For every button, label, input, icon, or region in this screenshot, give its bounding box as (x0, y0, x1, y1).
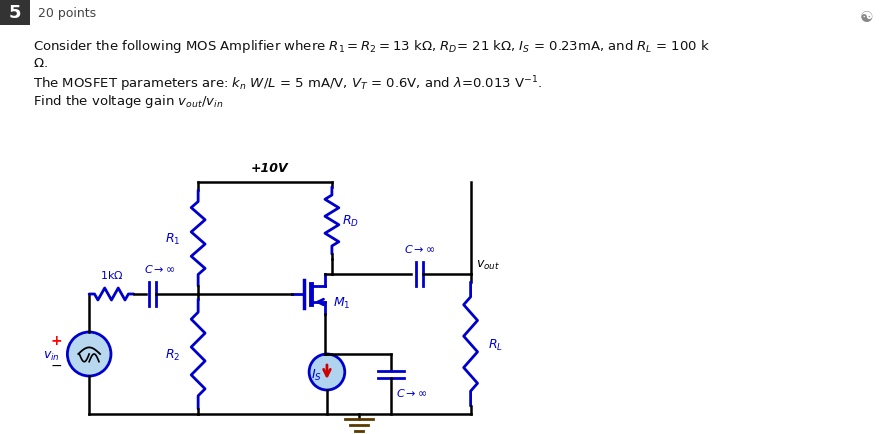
Text: $v_{out}$: $v_{out}$ (476, 258, 500, 271)
Text: $C \rightarrow \infty$: $C \rightarrow \infty$ (143, 263, 175, 274)
Text: $R_L$: $R_L$ (488, 337, 504, 352)
Text: $C \rightarrow \infty$: $C \rightarrow \infty$ (404, 243, 435, 254)
Text: 1k$\Omega$: 1k$\Omega$ (99, 268, 124, 280)
Circle shape (67, 332, 111, 376)
Text: $I_S$: $I_S$ (311, 367, 322, 381)
Circle shape (309, 354, 345, 390)
Text: Find the voltage gain $v_{out}$/$v_{in}$: Find the voltage gain $v_{out}$/$v_{in}$ (32, 93, 223, 110)
Text: $R_1$: $R_1$ (165, 231, 180, 246)
Text: $v_{in}$: $v_{in}$ (43, 349, 59, 362)
Text: $\Omega$.: $\Omega$. (32, 57, 47, 70)
Text: The MOSFET parameters are: $k_n$ $W/L$ = 5 mA/V, $V_T$ = 0.6V, and $\lambda$=0.0: The MOSFET parameters are: $k_n$ $W/L$ =… (32, 74, 542, 93)
Text: $-$: $-$ (50, 357, 63, 371)
Text: $M_1$: $M_1$ (333, 295, 350, 310)
Text: 20 points: 20 points (38, 7, 96, 20)
Text: $C \rightarrow \infty$: $C \rightarrow \infty$ (396, 386, 427, 398)
Text: +10V: +10V (251, 161, 289, 174)
Text: ☯: ☯ (860, 10, 874, 25)
Text: Consider the following MOS Amplifier where $R_1 = R_2 = 13$ k$\Omega$, $R_D$= 21: Consider the following MOS Amplifier whe… (32, 38, 710, 55)
Text: $R_D$: $R_D$ (341, 214, 358, 229)
Text: 5: 5 (9, 4, 22, 22)
Text: +: + (51, 333, 63, 347)
FancyBboxPatch shape (0, 0, 30, 26)
Text: $R_2$: $R_2$ (165, 347, 180, 362)
